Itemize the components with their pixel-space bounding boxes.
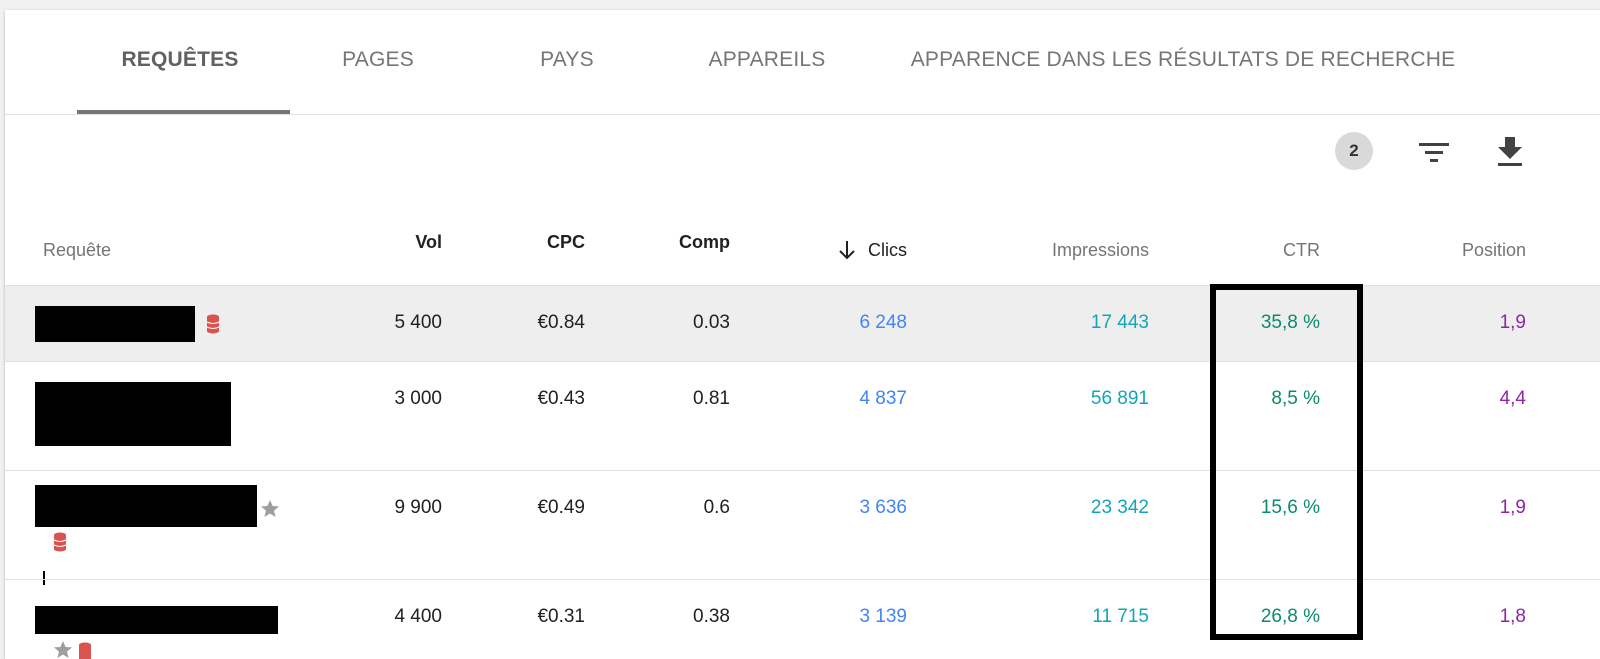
cell-clicks: 6 248 [859, 312, 907, 333]
cell-comp: 0.6 [703, 497, 730, 518]
star-icon[interactable] [53, 640, 73, 659]
cell-position: 4,4 [1499, 388, 1526, 409]
redacted-query [35, 306, 195, 342]
database-icon[interactable] [53, 532, 67, 552]
redacted-query [35, 382, 231, 446]
header-cpc[interactable]: CPC [546, 231, 585, 252]
tab-search-appearance[interactable]: APPARENCE DANS LES RÉSULTATS DE RECHERCH… [910, 48, 1456, 71]
header-comp[interactable]: Comp [679, 231, 730, 252]
cell-vol: 9 900 [394, 497, 442, 518]
header-clicks-label: Clics [868, 239, 907, 260]
cell-impressions: 11 715 [1092, 606, 1149, 627]
tab-pages[interactable]: PAGES [342, 48, 414, 71]
redacted-query [35, 485, 257, 527]
performance-card: REQUÊTES PAGES PAYS APPAREILS APPARENCE … [5, 10, 1600, 659]
cell-cpc: €0.43 [537, 388, 585, 409]
header-ctr[interactable]: CTR [1283, 239, 1320, 260]
header-query[interactable]: Requête [43, 239, 112, 260]
cell-impressions: 56 891 [1090, 388, 1149, 409]
cell-position: 1,8 [1499, 606, 1526, 627]
cell-vol: 3 000 [394, 388, 442, 409]
tab-queries[interactable]: REQUÊTES [121, 48, 239, 71]
table-header: Requête Vol CPC Comp Clics Impressions C… [5, 215, 1600, 285]
tab-countries[interactable]: PAYS [540, 48, 594, 71]
cell-vol: 5 400 [394, 312, 442, 333]
cell-impressions: 17 443 [1090, 312, 1149, 333]
cell-cpc: €0.84 [537, 312, 585, 333]
star-icon[interactable] [260, 499, 280, 519]
header-vol[interactable]: Vol [415, 231, 442, 252]
cell-comp: 0.38 [693, 606, 730, 627]
filter-count-badge[interactable]: 2 [1335, 132, 1373, 170]
cell-comp: 0.03 [693, 312, 730, 333]
table-row[interactable]: 3 000 €0.43 0.81 4 837 56 891 8,5 % 4,4 [5, 361, 1600, 471]
table-row[interactable]: 9 900 €0.49 0.6 3 636 23 342 15,6 % 1,9 [5, 470, 1600, 585]
cell-comp: 0.81 [693, 388, 730, 409]
database-icon[interactable] [78, 642, 92, 659]
arrow-down-icon [838, 240, 856, 260]
header-clicks[interactable]: Clics [785, 215, 907, 285]
cell-impressions: 23 342 [1090, 497, 1149, 518]
cell-cpc: €0.49 [537, 497, 585, 518]
cell-ctr: 35,8 % [1260, 312, 1320, 333]
redacted-query [35, 606, 278, 634]
database-icon[interactable] [206, 314, 220, 334]
filter-icon[interactable] [1414, 132, 1454, 172]
cell-ctr: 26,8 % [1260, 606, 1320, 627]
table-row[interactable]: 5 400 €0.84 0.03 6 248 17 443 35,8 % 1,9 [5, 285, 1600, 362]
cell-position: 1,9 [1499, 312, 1526, 333]
cell-cpc: €0.31 [537, 606, 585, 627]
cell-clicks: 4 837 [859, 388, 907, 409]
text-cursor [43, 571, 45, 585]
cell-ctr: 15,6 % [1260, 497, 1320, 518]
cell-vol: 4 400 [394, 606, 442, 627]
tab-bar: REQUÊTES PAGES PAYS APPAREILS APPARENCE … [5, 10, 1600, 115]
tab-devices[interactable]: APPAREILS [708, 48, 826, 71]
cell-position: 1,9 [1499, 497, 1526, 518]
header-position[interactable]: Position [1461, 239, 1526, 260]
header-impressions[interactable]: Impressions [1051, 239, 1149, 260]
download-icon[interactable] [1490, 132, 1530, 172]
cell-clicks: 3 636 [859, 497, 907, 518]
cell-clicks: 3 139 [859, 606, 907, 627]
table-row[interactable]: 4 400 €0.31 0.38 3 139 11 715 26,8 % 1,8 [5, 579, 1600, 659]
active-tab-indicator [77, 110, 290, 114]
cell-ctr: 8,5 % [1271, 388, 1320, 409]
